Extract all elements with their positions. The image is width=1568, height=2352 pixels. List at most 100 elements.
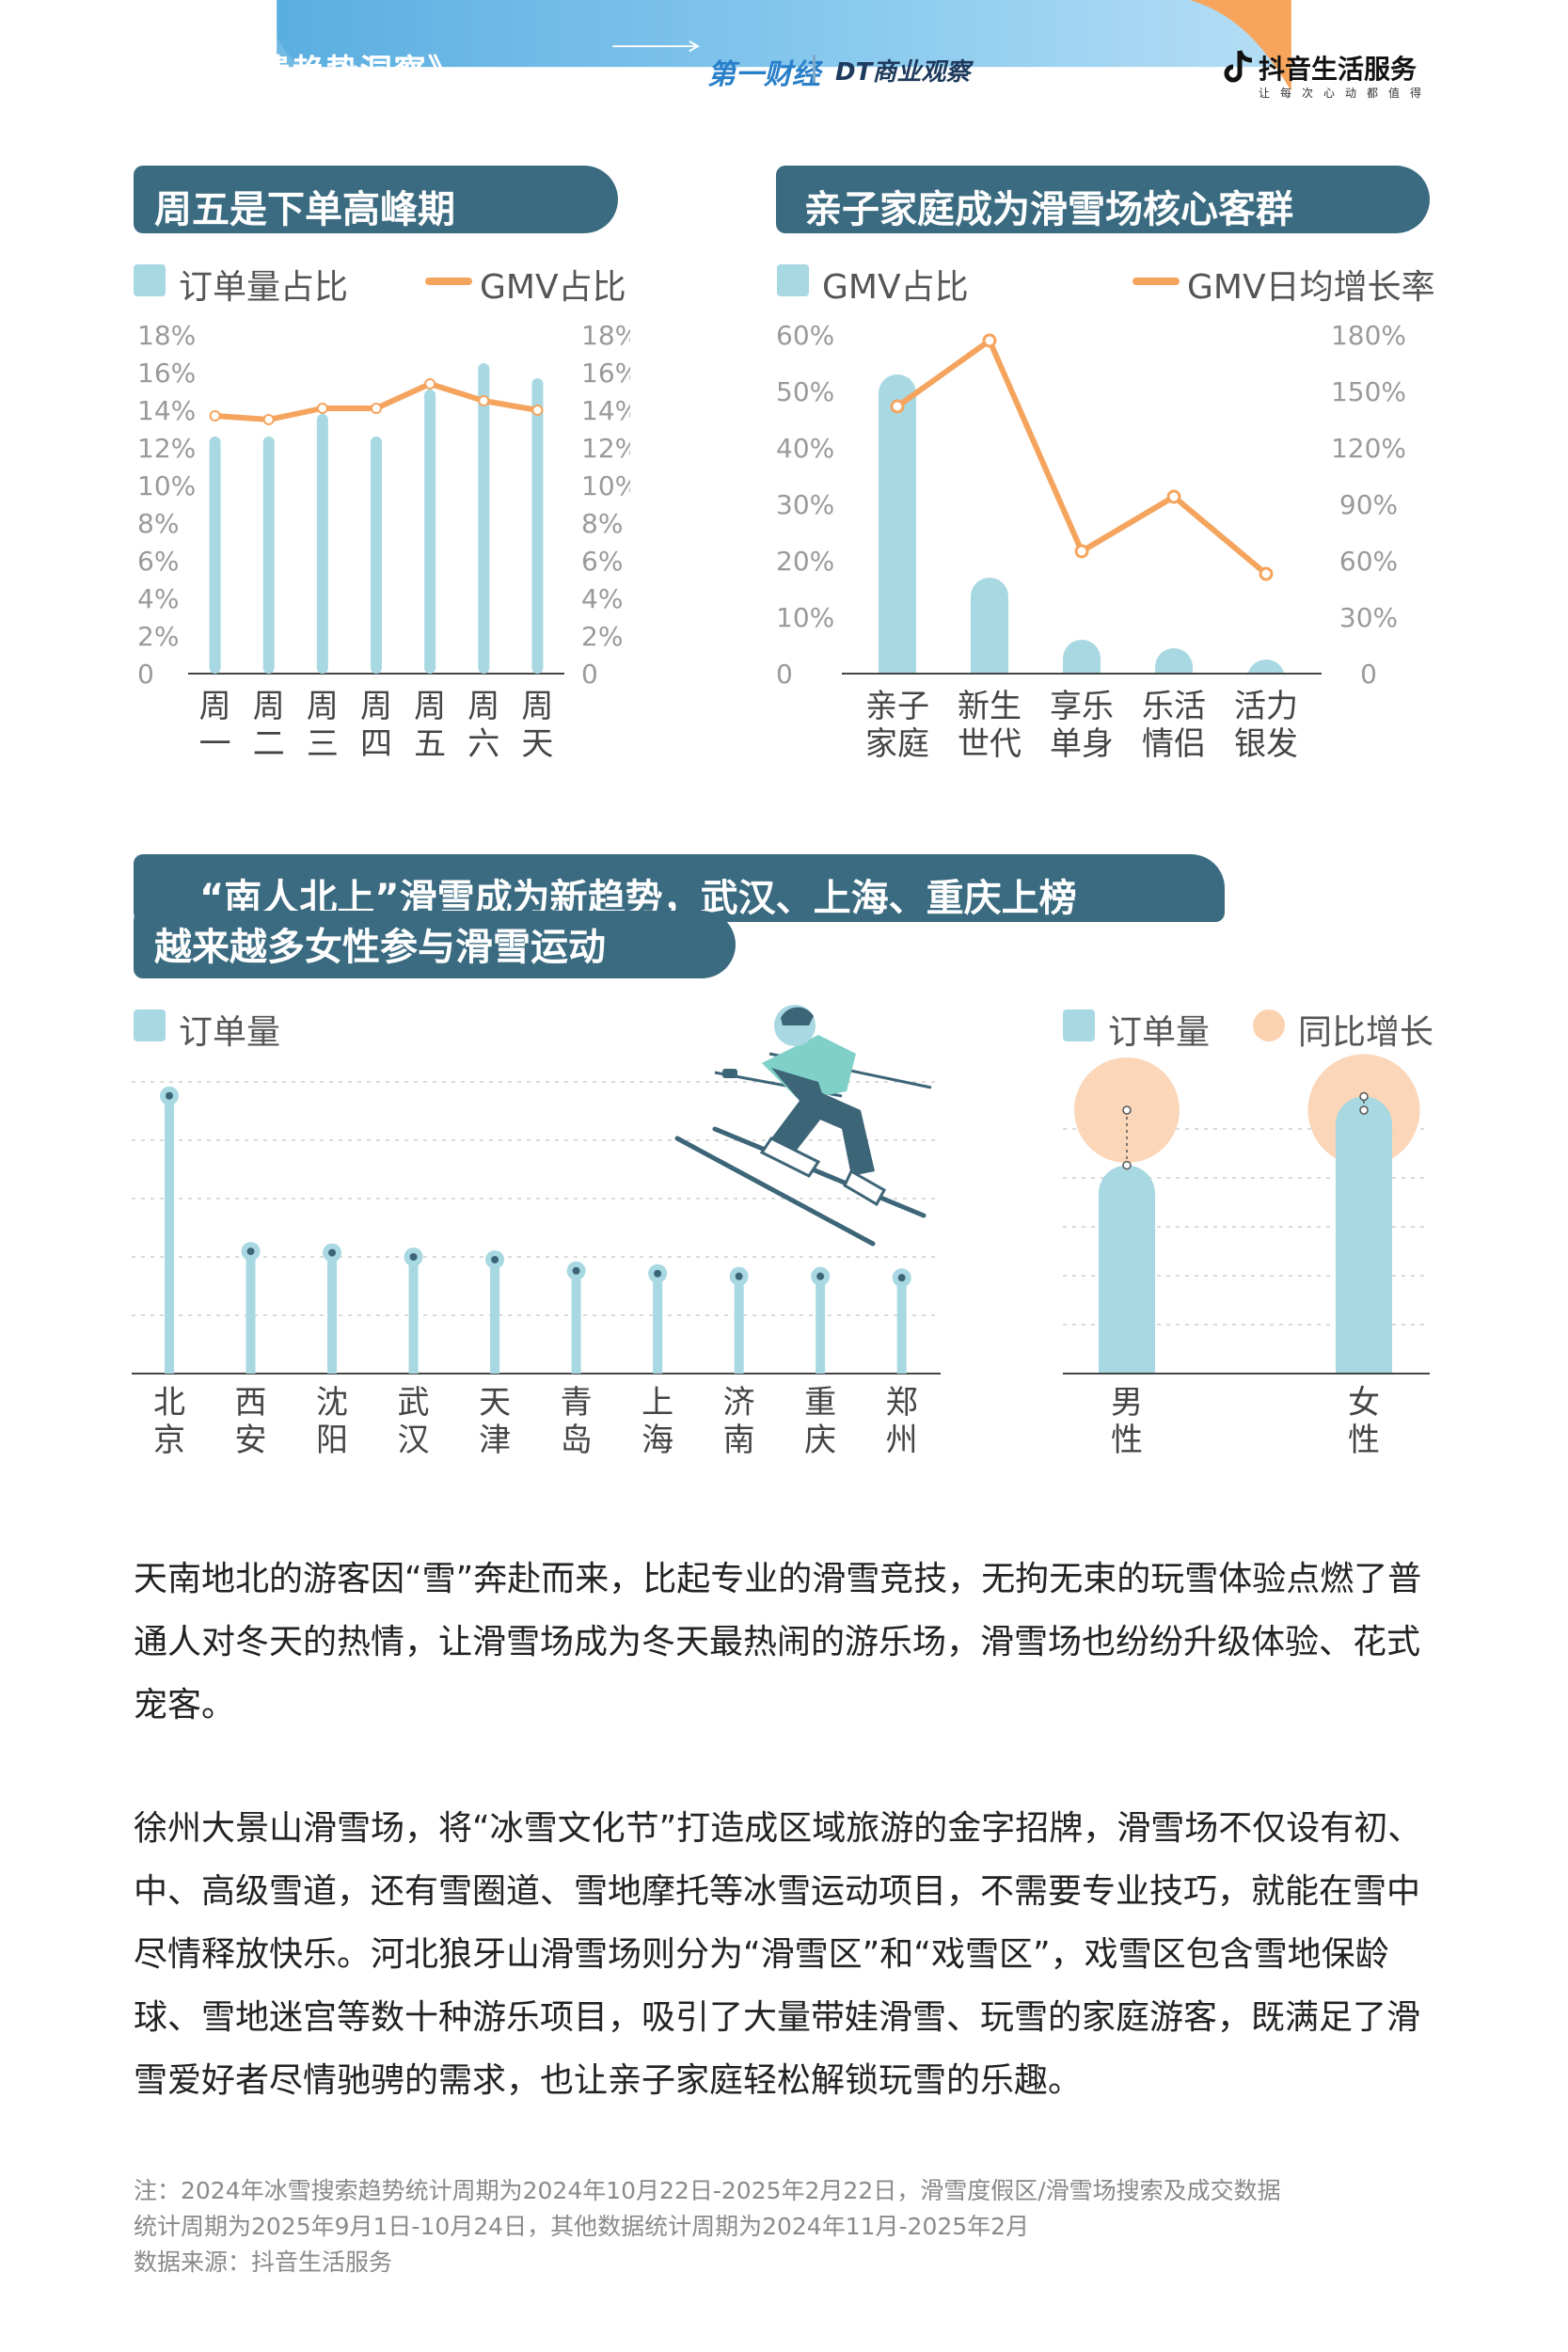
y-tick-left: 20% (776, 546, 834, 577)
report-title: 《2025冬季消费趋势洞察》 (26, 53, 462, 90)
city-order-bar (896, 1278, 907, 1374)
gmv-share-bar (1063, 640, 1101, 674)
customer-group-label: 乐活情侣 (1142, 688, 1206, 762)
y-tick-right: 150% (1331, 376, 1406, 407)
y-tick-left: 0 (776, 659, 793, 690)
city-label: 济南 (723, 1384, 755, 1459)
order-share-bar (209, 437, 221, 674)
order-share-bar (478, 363, 490, 674)
city-order-dot (572, 1266, 580, 1275)
gmv-share-point (209, 410, 221, 421)
legend-gmv-label: GMV占比 (822, 268, 969, 307)
weekday-label: 周二 (253, 688, 285, 762)
page-number: 07 (1516, 53, 1553, 86)
section2-title-pill: 亲子家庭成为滑雪场核心客群 (776, 166, 1430, 233)
legend-bar-label: 订单量占比 (179, 268, 349, 307)
order-share-bar (371, 437, 382, 674)
gmv-share-point (531, 405, 544, 416)
yicai-logo: 第一财经 (707, 58, 820, 91)
y-tick-left: 16% (137, 358, 196, 389)
city-label: 北京 (153, 1384, 185, 1459)
y-tick-right: 120% (1331, 433, 1406, 464)
y-tick-right: 10% (581, 470, 630, 501)
y-tick-right: 4% (581, 583, 623, 614)
section2-title: 亲子家庭成为滑雪场核心客群 (804, 188, 1293, 231)
city-order-bar (408, 1257, 419, 1374)
y-tick-left: 60% (776, 320, 834, 351)
city-order-dot (246, 1248, 255, 1256)
douyin-icon (1224, 50, 1253, 83)
customer-group-label: 亲子家庭 (865, 688, 929, 762)
y-tick-right: 0 (1360, 659, 1377, 690)
customer-group-label: 新生世代 (958, 688, 1022, 762)
gmv-share-point (316, 403, 328, 414)
growth-point (1359, 1105, 1369, 1115)
gender-order-bar (1336, 1096, 1392, 1374)
city-order-bar (327, 1252, 338, 1374)
y-tick-left: 50% (776, 376, 834, 407)
legend-growth-swatch (1132, 278, 1180, 285)
section3-title-2: 越来越多女性参与滑雪运动 (154, 926, 606, 969)
y-tick-left: 0 (137, 659, 154, 690)
skier-illustration (674, 1005, 932, 1247)
section1-title: 周五是下单高峰期 (154, 188, 455, 231)
city-order-bar (816, 1276, 826, 1374)
section1-title-pill: 周五是下单高峰期 (134, 166, 618, 233)
y-tick-right: 8% (581, 508, 623, 539)
gmv-share-point (478, 395, 490, 406)
y-tick-left: 40% (776, 433, 834, 464)
city-order-dot (328, 1248, 337, 1257)
city-order-bar (653, 1273, 663, 1374)
y-tick-right: 6% (581, 546, 623, 577)
gmv-share-point (424, 378, 436, 389)
city-label: 上海 (641, 1384, 673, 1459)
y-tick-left: 18% (137, 320, 196, 351)
order-point (1122, 1160, 1132, 1170)
y-tick-left: 30% (776, 489, 834, 520)
gmv-growth-line (895, 338, 1268, 577)
city-order-dot (409, 1253, 418, 1261)
y-tick-right: 180% (1331, 320, 1406, 351)
city-order-dot (735, 1272, 743, 1280)
weekday-label: 周五 (414, 688, 446, 762)
order-point (1359, 1091, 1369, 1102)
y-tick-right: 12% (581, 433, 630, 464)
weekday-label: 周六 (467, 688, 499, 762)
note-line-1: 注：2024年冰雪搜索趋势统计周期为2024年10月22日-2025年2月22日… (134, 2177, 1281, 2204)
header-banner (277, 0, 1291, 92)
brand-name: 抖音生活服务 (1259, 54, 1418, 85)
y-tick-right: 2% (581, 621, 623, 652)
y-tick-left: 10% (137, 470, 196, 501)
legend-line-label: GMV占比 (480, 268, 626, 307)
weekday-label: 周天 (521, 688, 553, 762)
y-tick-left: 2% (137, 621, 179, 652)
legend-gmv-swatch (777, 264, 809, 296)
city-order-dot (897, 1274, 906, 1282)
y-tick-right: 0 (581, 659, 598, 690)
gmv-growth-point (982, 333, 997, 348)
y-tick-left: 14% (137, 395, 196, 426)
city-label: 青岛 (561, 1384, 593, 1459)
customer-group-chart: 60% 180% 50% 150% 40% 120% 30% 90% 20% 60% 10% 30% 0… (776, 320, 1406, 762)
legend-gender-growth-label: 同比增长 (1298, 1013, 1434, 1052)
gmv-share-bar (1247, 660, 1285, 678)
city-order-dot (816, 1272, 825, 1280)
y-tick-left: 6% (137, 546, 179, 577)
legend-bar-swatch (134, 264, 166, 296)
gmv-share-bar (879, 374, 916, 674)
gmv-growth-point (1074, 544, 1089, 559)
weekday-label: 周三 (307, 688, 339, 762)
city-label: 天津 (479, 1384, 511, 1459)
y-tick-left: 12% (137, 433, 196, 464)
data-source: 数据来源：抖音生活服务 (134, 2249, 393, 2276)
body-paragraph-2: 徐州大景山滑雪场，将“冰雪文化节”打造成区域旅游的金字招牌，滑雪场不仅设有初、中… (134, 1809, 1422, 2100)
order-share-bar (316, 414, 328, 674)
y-tick-right: 90% (1339, 489, 1398, 520)
y-tick-right: 30% (1339, 602, 1398, 633)
body-paragraph-1: 天南地北的游客因“雪”奔赴而来，比起专业的滑雪竞技，无拘无束的玩雪体验点燃了普通… (134, 1560, 1422, 1724)
logo-divider (813, 55, 816, 83)
y-tick-right: 14% (581, 395, 630, 426)
gmv-growth-point (1166, 489, 1181, 504)
city-order-bar (490, 1259, 500, 1374)
